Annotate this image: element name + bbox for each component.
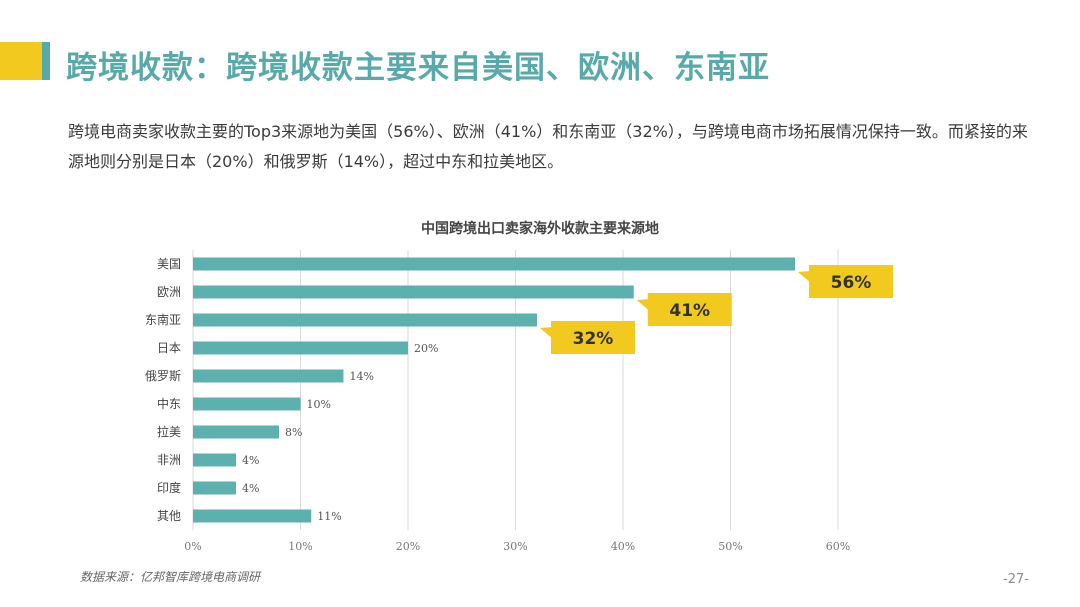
data-label: 4% bbox=[242, 454, 259, 467]
category-label: 美国 bbox=[157, 257, 181, 271]
title-accent-bar bbox=[0, 42, 50, 80]
bar bbox=[193, 341, 408, 355]
data-label: 4% bbox=[242, 482, 259, 495]
bar bbox=[193, 285, 634, 299]
bar bbox=[193, 453, 236, 467]
data-label: 10% bbox=[307, 398, 331, 411]
callout-box bbox=[809, 265, 893, 298]
category-label: 非洲 bbox=[157, 453, 181, 467]
callout-box bbox=[551, 321, 635, 354]
x-tick-label: 0% bbox=[184, 540, 201, 553]
category-label: 欧洲 bbox=[157, 285, 181, 299]
category-label: 日本 bbox=[157, 341, 181, 355]
data-label: 41% bbox=[669, 301, 710, 321]
page-title: 跨境收款：跨境收款主要来自美国、欧洲、东南亚 bbox=[66, 50, 770, 86]
bar bbox=[193, 481, 236, 495]
bar bbox=[193, 313, 537, 327]
x-tick-label: 50% bbox=[718, 540, 742, 553]
data-label: 32% bbox=[573, 329, 614, 349]
x-tick-label: 60% bbox=[826, 540, 850, 553]
bar bbox=[193, 397, 301, 411]
callout-pointer bbox=[636, 299, 650, 311]
x-tick-label: 40% bbox=[611, 540, 635, 553]
category-label: 其他 bbox=[157, 509, 181, 523]
callout-pointer bbox=[798, 271, 811, 283]
callout-box bbox=[647, 293, 732, 326]
chart-title: 中国跨境出口卖家海外收款主要来源地 bbox=[421, 221, 659, 237]
x-tick-label: 20% bbox=[396, 540, 420, 553]
callout-pointer bbox=[540, 327, 553, 339]
category-label: 俄罗斯 bbox=[145, 369, 181, 383]
category-label: 中东 bbox=[157, 396, 181, 411]
data-label: 20% bbox=[414, 342, 438, 355]
category-label: 拉美 bbox=[157, 424, 181, 439]
category-label: 印度 bbox=[157, 480, 181, 495]
data-label: 8% bbox=[285, 426, 302, 439]
bar bbox=[193, 509, 312, 523]
page-number: -27- bbox=[1003, 572, 1029, 587]
data-label: 11% bbox=[317, 510, 341, 523]
summary-text: 跨境电商卖家收款主要的Top3来源地为美国（56%）、欧洲（41%）和东南亚（3… bbox=[68, 122, 1028, 171]
bar bbox=[193, 257, 795, 271]
bar bbox=[193, 425, 279, 439]
data-label: 56% bbox=[831, 273, 872, 293]
data-source: 数据来源：亿邦智库跨境电商调研 bbox=[80, 570, 261, 584]
data-label: 14% bbox=[350, 370, 374, 383]
x-tick-label: 30% bbox=[503, 540, 527, 553]
x-tick-label: 10% bbox=[288, 540, 312, 553]
bar bbox=[193, 369, 344, 383]
category-label: 东南亚 bbox=[145, 312, 181, 327]
